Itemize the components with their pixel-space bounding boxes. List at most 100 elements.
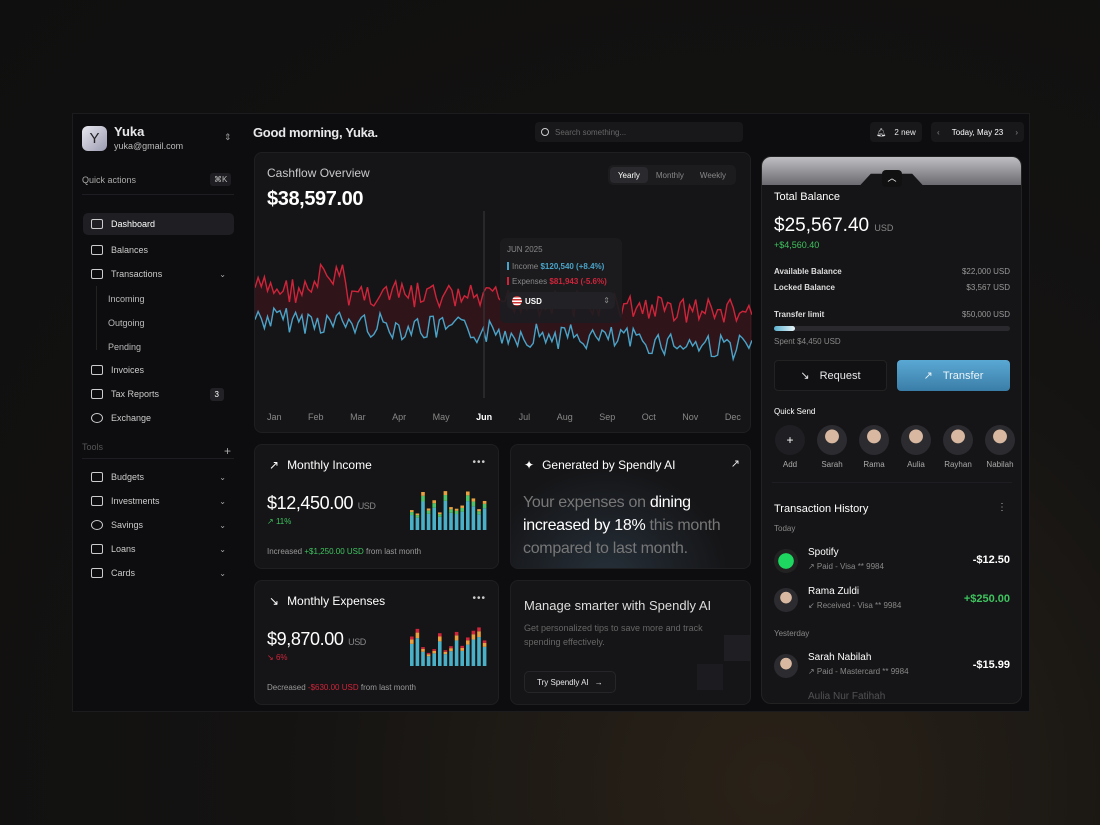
bar	[415, 513, 420, 516]
notifications-button[interactable]: 🔔︎ 2 new	[870, 122, 922, 142]
available-balance: Available Balance $22,000 USD	[774, 267, 1010, 276]
chevron-left-icon[interactable]: ‹	[937, 127, 940, 137]
report-icon	[91, 389, 103, 399]
chevron-right-icon[interactable]: ›	[1015, 127, 1018, 137]
tooltip-expenses-value: $81,943 (-5.6%)	[549, 277, 607, 286]
bar	[460, 511, 464, 530]
monthly-income-card: ↗ Monthly Income ••• $12,450.00 USD ↗ 11%…	[254, 444, 499, 569]
sidebar-item-savings[interactable]: Savings ⌄	[83, 514, 234, 536]
avatar	[901, 425, 931, 455]
try-ai-button[interactable]: Try Spendly AI →	[524, 671, 616, 693]
bell-icon: 🔔︎	[876, 127, 887, 137]
balance-value: $25,567.40 USD	[774, 215, 894, 236]
transaction-row[interactable]: Rama Zuldi ↙ Received - Visa ** 9984 +$250…	[774, 585, 1010, 615]
more-icon[interactable]: •••	[472, 457, 486, 468]
sidebar-subitem-pending[interactable]: Pending	[108, 342, 142, 352]
bar	[460, 650, 464, 666]
bar	[466, 501, 470, 530]
date-picker[interactable]: ‹ Today, May 23 ›	[931, 122, 1024, 142]
more-vertical-icon[interactable]: ⋮	[997, 502, 1007, 513]
bar	[460, 507, 464, 512]
expenses-bar-chart	[410, 627, 487, 666]
bar	[454, 510, 459, 515]
limit-progress-fill	[774, 326, 796, 331]
search-icon	[541, 128, 549, 136]
collapse-button[interactable]: ︿	[882, 170, 902, 187]
bar	[421, 648, 425, 652]
bar	[449, 646, 453, 649]
bar	[415, 517, 420, 530]
sidebar-item-invoices[interactable]: Invoices	[83, 359, 234, 381]
bar	[421, 651, 425, 666]
transfer-icon	[91, 269, 103, 279]
bar	[443, 654, 448, 666]
avatar	[774, 588, 798, 612]
bar	[477, 511, 481, 515]
us-flag-icon	[512, 295, 522, 306]
transaction-row[interactable]: Aulia Nur Fatihah	[808, 691, 886, 702]
arrow-down-right-icon: ↘	[269, 594, 280, 608]
sidebar-item-balances[interactable]: Balances	[83, 239, 234, 261]
bar	[421, 501, 425, 530]
bar	[432, 500, 436, 504]
bar	[477, 509, 481, 512]
sidebar-item-investments[interactable]: Investments ⌄	[83, 490, 234, 512]
open-icon[interactable]: ↗	[730, 458, 740, 470]
contact-aulia[interactable]: Aulia	[899, 425, 933, 469]
month-label: Sep	[599, 412, 616, 422]
nav-label: Exchange	[111, 413, 152, 423]
avatar	[859, 425, 889, 455]
more-icon[interactable]: •••	[472, 593, 486, 604]
income-change: ↗ 11%	[267, 517, 292, 526]
contact-sarah[interactable]: Sarah	[815, 425, 849, 469]
tab-yearly[interactable]: Yearly	[609, 167, 648, 183]
bar	[421, 647, 425, 649]
sidebar-item-tax-reports[interactable]: Tax Reports 3	[83, 383, 234, 405]
balance-change: +$4,560.40	[774, 240, 820, 250]
sidebar-item-exchange[interactable]: Exchange	[83, 407, 234, 429]
income-value: $12,450.00 USD	[267, 493, 376, 513]
month-label: Mar	[350, 412, 366, 422]
sidebar-item-budgets[interactable]: Budgets ⌄	[83, 466, 234, 488]
contact-rayhan[interactable]: Rayhan	[941, 425, 975, 469]
contact-nabilah[interactable]: Nabilah	[983, 425, 1017, 469]
add-tool-icon[interactable]: +	[224, 444, 232, 458]
quick-actions[interactable]: Quick actions	[82, 175, 137, 185]
bar	[443, 495, 448, 501]
chevron-down-icon: ⌄	[219, 269, 226, 279]
contact-rama[interactable]: Rama	[857, 425, 891, 469]
currency-select[interactable]: USD ⇕	[507, 292, 615, 309]
sidebar-item-dashboard[interactable]: Dashboard	[83, 213, 234, 235]
bar	[410, 643, 414, 666]
account-switcher-icon[interactable]: ⇕	[224, 132, 232, 142]
sidebar-item-cards[interactable]: Cards ⌄	[83, 562, 234, 584]
limit-progress-bar	[774, 326, 1010, 331]
user-name: Yuka	[114, 124, 145, 139]
transaction-row[interactable]: Spotify ↗ Paid - Visa ** 9984 -$12.50	[774, 546, 1010, 576]
sidebar-subitem-incoming[interactable]: Incoming	[108, 294, 145, 304]
add-contact-button[interactable]: + Add	[773, 425, 807, 469]
nav-label: Invoices	[111, 365, 145, 375]
bar	[443, 650, 448, 652]
sidebar-subitem-outgoing[interactable]: Outgoing	[108, 318, 145, 328]
divider	[82, 194, 234, 195]
bar	[432, 507, 436, 530]
bar	[443, 651, 448, 655]
ai-insight-card[interactable]: ✦ Generated by Spendly AI ↗ Your expenses…	[510, 444, 751, 569]
search-input[interactable]: Search something...	[535, 122, 743, 142]
tab-weekly[interactable]: Weekly	[699, 171, 726, 180]
sidebar-item-transactions[interactable]: Transactions ⌄	[83, 263, 234, 285]
transfer-button[interactable]: ↗ Transfer	[897, 360, 1010, 391]
tab-monthly[interactable]: Monthly	[655, 171, 684, 180]
avatar[interactable]: Y	[82, 126, 107, 151]
nav-label: Tax Reports	[111, 389, 160, 399]
bar	[426, 510, 431, 514]
transaction-row[interactable]: Sarah Nabilah ↗ Paid - Mastercard ** 9984…	[774, 651, 1010, 681]
unit: USD	[348, 637, 366, 647]
bar	[466, 640, 470, 645]
avatar	[985, 425, 1015, 455]
bar	[438, 512, 442, 515]
income-footer: Increased +$1,250.00 USD from last month	[267, 547, 422, 556]
sidebar-item-loans[interactable]: Loans ⌄	[83, 538, 234, 560]
request-button[interactable]: ↘ Request	[774, 360, 887, 391]
